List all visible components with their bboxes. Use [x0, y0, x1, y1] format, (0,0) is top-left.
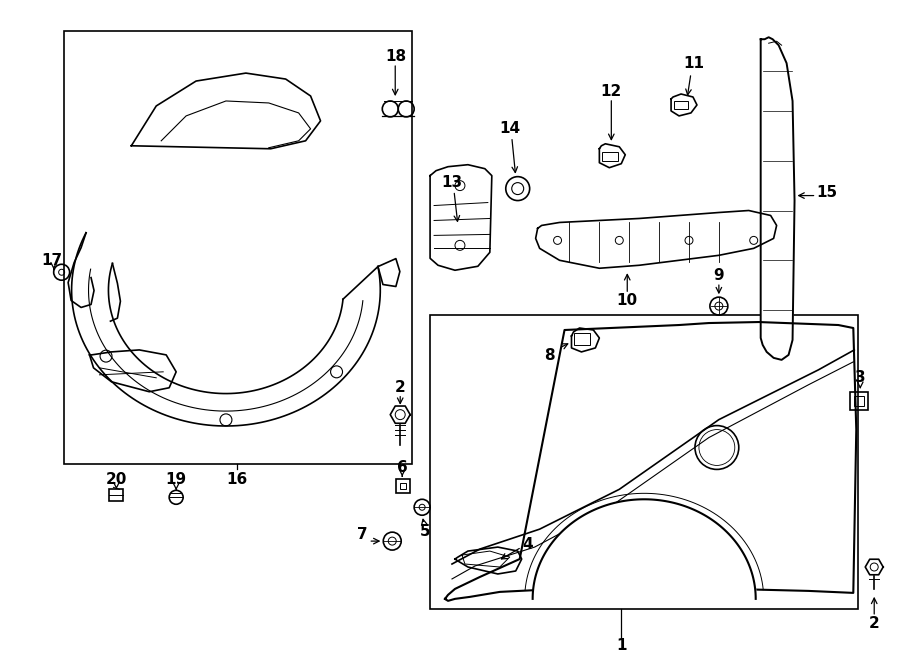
Bar: [400, 483, 406, 489]
Bar: [850, 392, 868, 410]
Text: 4: 4: [522, 537, 533, 551]
Text: 13: 13: [441, 175, 463, 190]
Text: 1: 1: [616, 638, 626, 653]
Bar: [602, 152, 618, 161]
Text: 2: 2: [395, 380, 406, 395]
Polygon shape: [430, 165, 491, 270]
Text: 20: 20: [105, 472, 127, 487]
Text: 8: 8: [544, 348, 555, 364]
Text: 17: 17: [41, 253, 62, 268]
Bar: [574, 333, 590, 345]
Text: 6: 6: [397, 460, 408, 475]
Text: 9: 9: [714, 268, 724, 283]
Bar: [430, 315, 859, 609]
Polygon shape: [536, 210, 777, 268]
Text: 5: 5: [419, 524, 430, 539]
Text: 3: 3: [855, 370, 866, 385]
Text: 12: 12: [600, 83, 622, 98]
Bar: [674, 101, 688, 109]
Text: 16: 16: [226, 472, 248, 487]
Text: 14: 14: [500, 122, 520, 136]
Bar: [64, 31, 412, 465]
Polygon shape: [760, 37, 795, 360]
Text: 15: 15: [815, 185, 837, 200]
Text: 10: 10: [616, 293, 638, 307]
Polygon shape: [445, 322, 856, 601]
Text: 7: 7: [357, 527, 368, 541]
Bar: [854, 396, 864, 406]
Text: 11: 11: [683, 56, 705, 71]
Text: 2: 2: [868, 616, 879, 631]
Bar: [110, 489, 123, 501]
Bar: [396, 479, 410, 493]
Text: 18: 18: [386, 49, 407, 63]
Text: 19: 19: [166, 472, 186, 487]
